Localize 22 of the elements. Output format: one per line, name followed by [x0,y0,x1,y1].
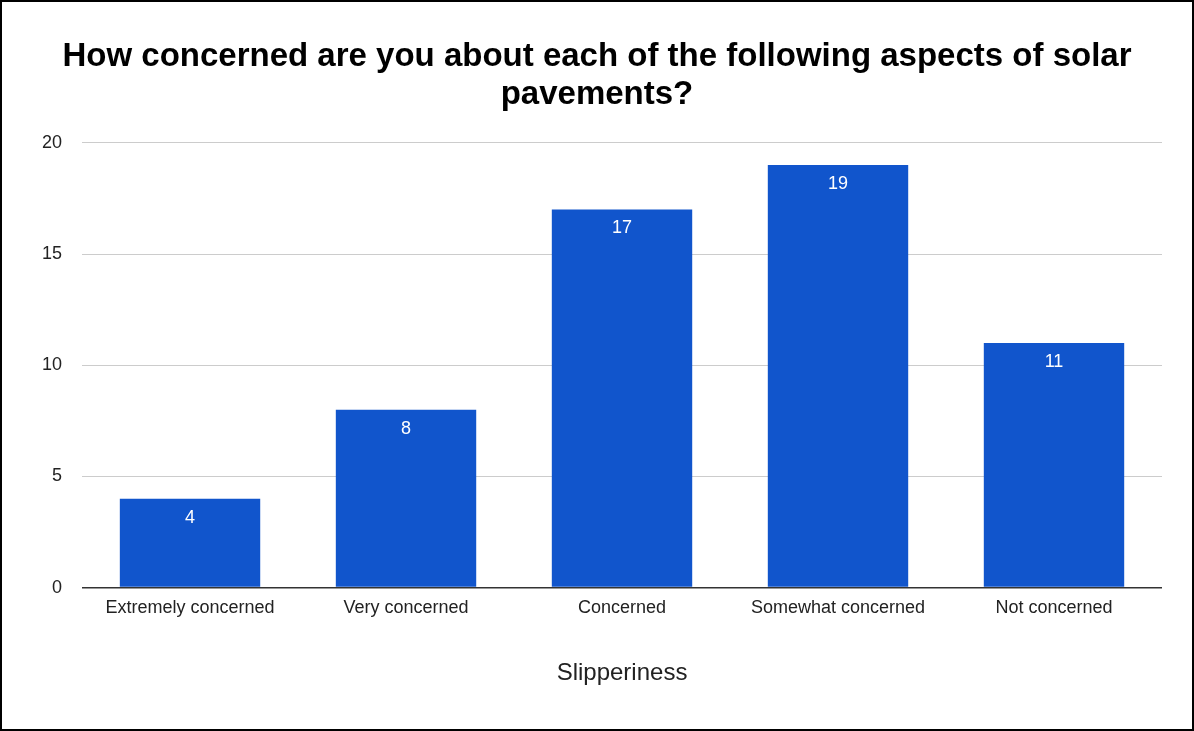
x-tick-label: Somewhat concerned [750,597,926,618]
y-tick-label: 15 [41,242,63,263]
y-tick-label: 10 [41,354,63,375]
bar [983,342,1125,587]
x-tick-label: Extremely concerned [105,597,275,618]
data-label: 11 [1044,350,1064,371]
bar [335,409,477,587]
x-tick-label: Very concerned [343,597,469,618]
x-tick-label: Concerned [577,597,667,618]
y-tick-label: 5 [52,465,63,486]
data-label: 19 [827,173,849,194]
x-axis-title: Slipperiness [556,658,688,686]
chart-title: How concerned are you about each of the following aspects of solar pavements? [61,36,1133,112]
bar [767,165,909,587]
data-label: 8 [401,417,412,438]
data-label: 17 [612,217,633,238]
y-tick-label: 0 [52,576,63,597]
y-tick-label: 20 [41,131,63,152]
bar [119,498,261,587]
data-label: 4 [185,506,196,527]
x-tick-label: Not concerned [995,597,1113,618]
bar [551,209,693,587]
